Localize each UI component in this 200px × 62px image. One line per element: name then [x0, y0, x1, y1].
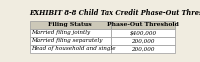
Text: EXHIBIT 8-8 Child Tax Credit Phase-Out Threshold: EXHIBIT 8-8 Child Tax Credit Phase-Out T… [30, 9, 200, 17]
Bar [30, 21, 111, 29]
Bar [111, 29, 175, 37]
Bar [111, 21, 175, 29]
Text: 200,000: 200,000 [131, 38, 155, 43]
Text: $400,000: $400,000 [130, 30, 157, 35]
Bar [111, 37, 175, 45]
Text: Phase-Out Threshold: Phase-Out Threshold [107, 22, 179, 27]
Text: Married filing jointly: Married filing jointly [32, 30, 91, 35]
Text: Head of household and single: Head of household and single [32, 46, 116, 51]
Bar [30, 37, 111, 45]
Bar [30, 29, 111, 37]
Text: 200,000: 200,000 [131, 46, 155, 51]
Text: Married filing separately: Married filing separately [32, 38, 103, 43]
Text: Filing Status: Filing Status [48, 22, 92, 27]
Bar [30, 45, 111, 53]
Bar [111, 45, 175, 53]
